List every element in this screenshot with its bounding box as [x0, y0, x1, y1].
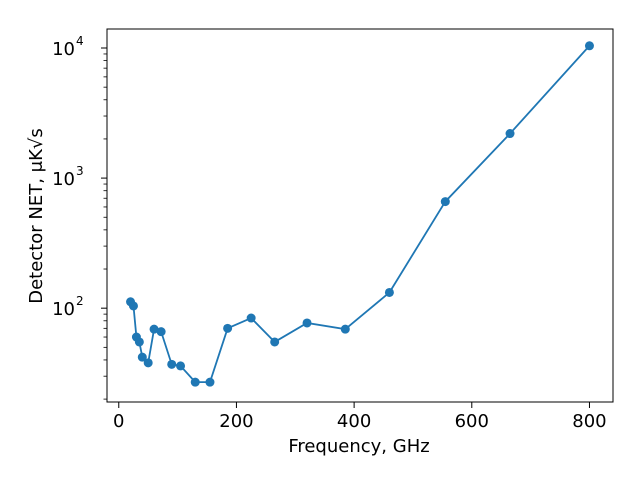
data-point [190, 377, 200, 387]
y-tick-label-exponent: 2 [76, 294, 84, 308]
data-point [223, 323, 233, 333]
x-tick-label: 400 [337, 411, 371, 432]
data-point [149, 324, 159, 334]
plot-frame [106, 28, 614, 403]
data-point [340, 324, 350, 334]
data-point [176, 361, 186, 371]
y-tick-label: 10 [52, 169, 75, 190]
data-points [126, 41, 594, 387]
data-point [128, 301, 138, 311]
data-point [584, 41, 594, 51]
data-point [137, 352, 147, 362]
x-tick-label: 0 [113, 411, 124, 432]
data-point [440, 197, 450, 207]
series-line [129, 45, 591, 384]
y-axis-label-text: Detector NET, [26, 172, 47, 303]
data-point [302, 318, 312, 328]
y-axis-label: Detector NET, μK√s [26, 128, 47, 304]
x-tick-label: 800 [572, 411, 606, 432]
data-point [167, 359, 177, 369]
data-point [156, 327, 166, 337]
y-axis-label-unit: μK√s [26, 128, 47, 172]
data-point [270, 337, 280, 347]
series-layer [129, 45, 591, 384]
data-point [246, 313, 256, 323]
data-point [384, 287, 394, 297]
x-tick-label: 200 [219, 411, 253, 432]
data-point [143, 358, 153, 368]
y-tick-label: 10 [52, 299, 75, 320]
x-tick-label: 600 [455, 411, 489, 432]
y-tick-label: 10 [52, 39, 75, 60]
y-tick-label-exponent: 3 [76, 164, 84, 178]
y-tick-label-exponent: 4 [76, 34, 84, 48]
data-point [505, 129, 515, 139]
data-point [205, 377, 215, 387]
x-axis-label: Frequency, GHz [288, 436, 429, 457]
data-point [134, 337, 144, 347]
